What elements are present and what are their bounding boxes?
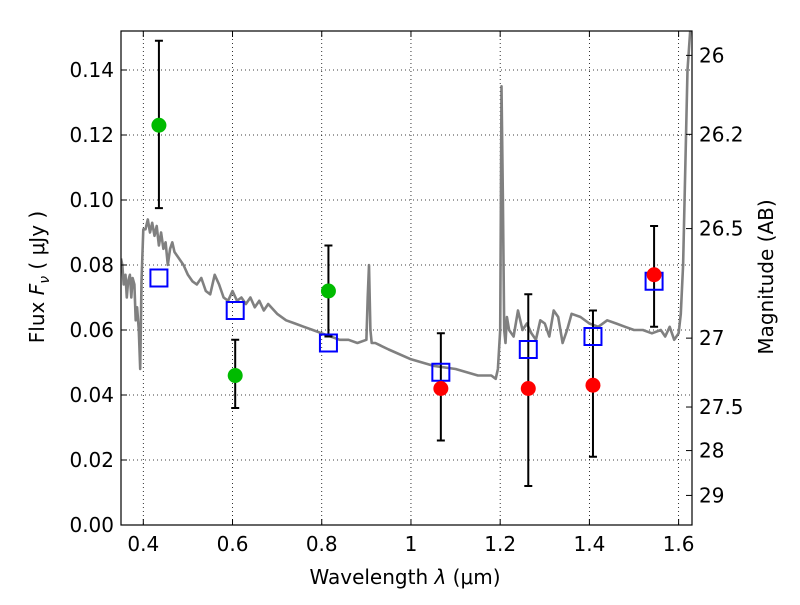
y-tick-label-4: 0.08 (69, 253, 114, 277)
y-tick-label-1: 0.02 (69, 448, 114, 472)
y-axis-label-subscript: ν (37, 276, 53, 284)
y2-tick-label-3: 27 (699, 326, 724, 350)
template-layer (121, 31, 692, 381)
y-tick-label-2: 0.04 (69, 383, 114, 407)
x-tick-label-0: 0.4 (127, 532, 159, 556)
y-axis-label-prefix: Flux (25, 295, 49, 343)
upper-limit-point-1 (520, 381, 536, 396)
model-point-5 (583, 327, 603, 346)
y-axis-label: Flux Fν ( μJy ) (25, 211, 53, 343)
x-axis-label-suffix: (μm) (446, 565, 500, 589)
y2-tick-label-6: 29 (699, 483, 724, 507)
x-tick-label-5: 1.4 (573, 532, 605, 556)
y2-tick-label-2: 26.5 (699, 217, 744, 241)
detection-point-1 (227, 368, 243, 383)
y-tick-label-5: 0.10 (69, 188, 114, 212)
x-axis-label-prefix: Wavelength (309, 565, 434, 589)
errorbar-layer (154, 39, 659, 487)
y2-tick-label-5: 28 (699, 439, 724, 463)
y-tick-label-7: 0.14 (69, 58, 114, 82)
x-axis-label-symbol: λ (433, 565, 446, 589)
y-tick-label-3: 0.06 (69, 318, 114, 342)
y-tick-label-6: 0.12 (69, 123, 114, 147)
model-point-1 (225, 301, 245, 320)
x-tick-label-2: 0.8 (306, 532, 338, 556)
template-spectrum-line (121, 31, 692, 381)
x-tick-label-1: 0.6 (217, 532, 249, 556)
model-point-3 (431, 362, 451, 382)
marker-layer (149, 117, 664, 396)
y2-axis-label: Magnitude (AB) (754, 199, 778, 354)
y2-tick-label-4: 27.5 (699, 395, 744, 419)
x-tick-label-6: 1.6 (663, 532, 695, 556)
x-tick-label-3: 1 (405, 532, 418, 556)
upper-limit-point-2 (585, 377, 601, 393)
plot-frame (120, 30, 693, 526)
frame-layer (120, 30, 693, 526)
tick-layer: 0.4 0.6 0.8 1 1.2 1.4 1.6 0.00 0.02 0.04 0.06 0.08 0… (69, 31, 744, 556)
y2-tick-label-1: 26.2 (699, 122, 744, 146)
y-tick-label-0: 0.00 (69, 513, 114, 537)
detection-point-0 (151, 117, 167, 133)
grid-layer (121, 31, 692, 526)
upper-limit-point-3 (646, 267, 662, 283)
x-tick-label-4: 1.2 (484, 532, 516, 556)
x-axis-label: Wavelength λ (μm) (309, 565, 500, 589)
model-point-2 (318, 333, 338, 353)
y2-tick-label-0: 26 (699, 43, 724, 67)
model-point-4 (518, 340, 538, 359)
model-point-0 (149, 268, 169, 288)
y-axis-label-suffix: ( μJy ) (25, 211, 49, 276)
upper-limit-point-0 (433, 381, 449, 396)
y-axis-label-symbol: F (25, 283, 49, 295)
detection-point-2 (320, 283, 336, 299)
